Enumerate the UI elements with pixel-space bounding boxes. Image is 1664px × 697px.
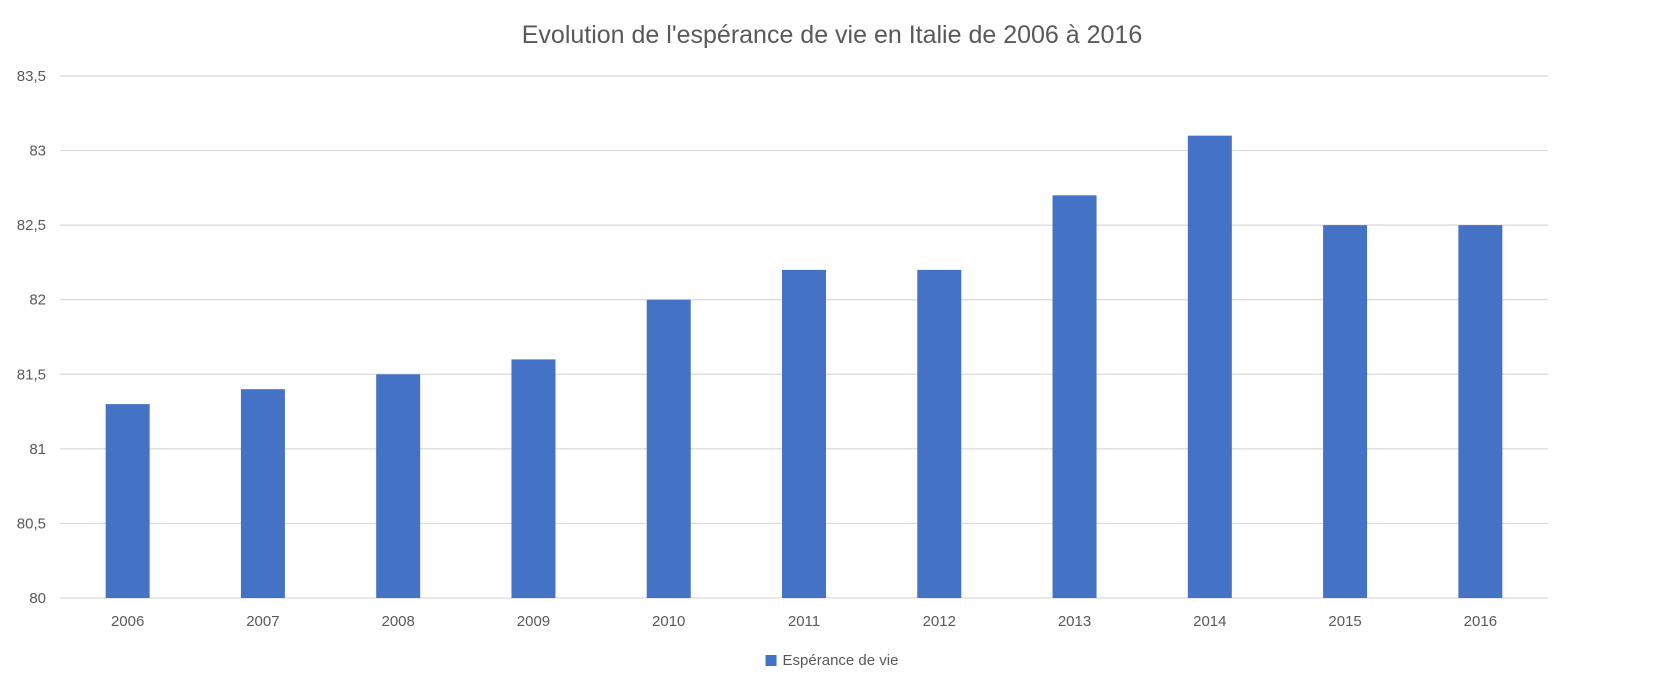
x-tick-label: 2012 [923,613,956,630]
x-tick-label: 2006 [111,613,144,630]
x-tick-label: 2014 [1193,613,1226,630]
x-tick-label: 2008 [381,613,414,630]
y-tick-label: 82 [29,292,46,309]
y-tick-label: 80,5 [17,515,46,532]
y-tick-label: 83,5 [17,68,46,85]
x-tick-label: 2007 [246,613,279,630]
y-axis-ticks: 80 80,5 81 81,5 82 82,5 83 83,5 [17,68,46,607]
x-tick-label: 2013 [1058,613,1091,630]
y-tick-label: 82,5 [17,217,46,234]
bar [646,299,691,598]
x-tick-label: 2015 [1328,613,1361,630]
y-tick-label: 81 [29,441,46,458]
bar [782,269,826,598]
bars [105,135,1503,599]
x-tick-label: 2011 [788,613,820,630]
chart-title: Evolution de l'espérance de vie en Itali… [522,21,1143,49]
x-tick-label: 2009 [517,613,550,630]
y-tick-label: 81,5 [17,366,46,383]
bar [376,374,421,598]
bar [240,389,285,598]
legend-label: Espérance de vie [783,652,899,669]
bar [105,404,150,598]
y-tick-label: 83 [29,143,46,160]
x-axis-ticks: 2006 2007 2008 2009 2010 2011 2012 2013 2014 2015… [111,613,1497,630]
bar [1187,135,1232,598]
y-tick-label: 80 [29,590,46,607]
bar [1458,225,1503,598]
x-tick-label: 2010 [652,613,685,630]
bar [511,359,556,598]
bar [1323,225,1368,598]
x-tick-label: 2016 [1464,613,1497,630]
legend: Espérance de vie [765,652,899,669]
legend-swatch [765,655,777,666]
bar [917,269,962,598]
bar [1052,195,1097,599]
